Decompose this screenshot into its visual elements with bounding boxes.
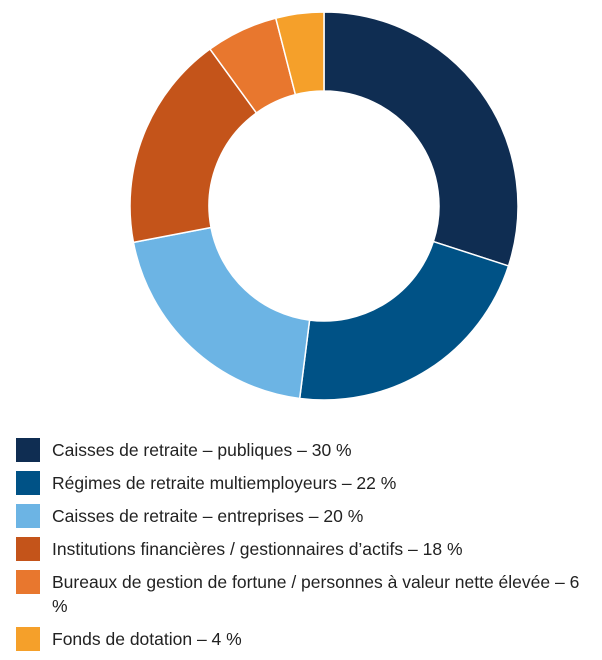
legend-item: Régimes de retraite multiemployeurs – 22… [16,471,602,495]
legend-swatch [16,471,40,495]
legend-label: Bureaux de gestion de fortune / personne… [52,572,580,616]
legend-label: Caisses de retraite – entreprises – 20 % [52,506,364,526]
legend-item: Institutions financières / gestionnaires… [16,537,602,561]
donut-slice [274,11,325,96]
legend-swatch [16,570,40,594]
legend-item: Caisses de retraite – entreprises – 20 % [16,504,602,528]
donut-slice [323,11,519,267]
donut-slice [298,240,510,401]
legend-swatch [16,438,40,462]
legend: Caisses de retraite – publiques – 30 % Ré… [16,438,602,660]
legend-label: Fonds de dotation – 4 % [52,629,242,649]
legend-label: Institutions financières / gestionnaires… [52,539,463,559]
legend-item: Fonds de dotation – 4 % [16,627,602,651]
legend-item: Caisses de retraite – publiques – 30 % [16,438,602,462]
legend-swatch [16,504,40,528]
legend-swatch [16,537,40,561]
donut-slice [132,226,311,400]
legend-item: Bureaux de gestion de fortune / personne… [16,570,602,618]
legend-label: Caisses de retraite – publiques – 30 % [52,440,352,460]
chart [129,11,519,401]
legend-swatch [16,627,40,651]
legend-label: Régimes de retraite multiemployeurs – 22… [52,473,397,493]
